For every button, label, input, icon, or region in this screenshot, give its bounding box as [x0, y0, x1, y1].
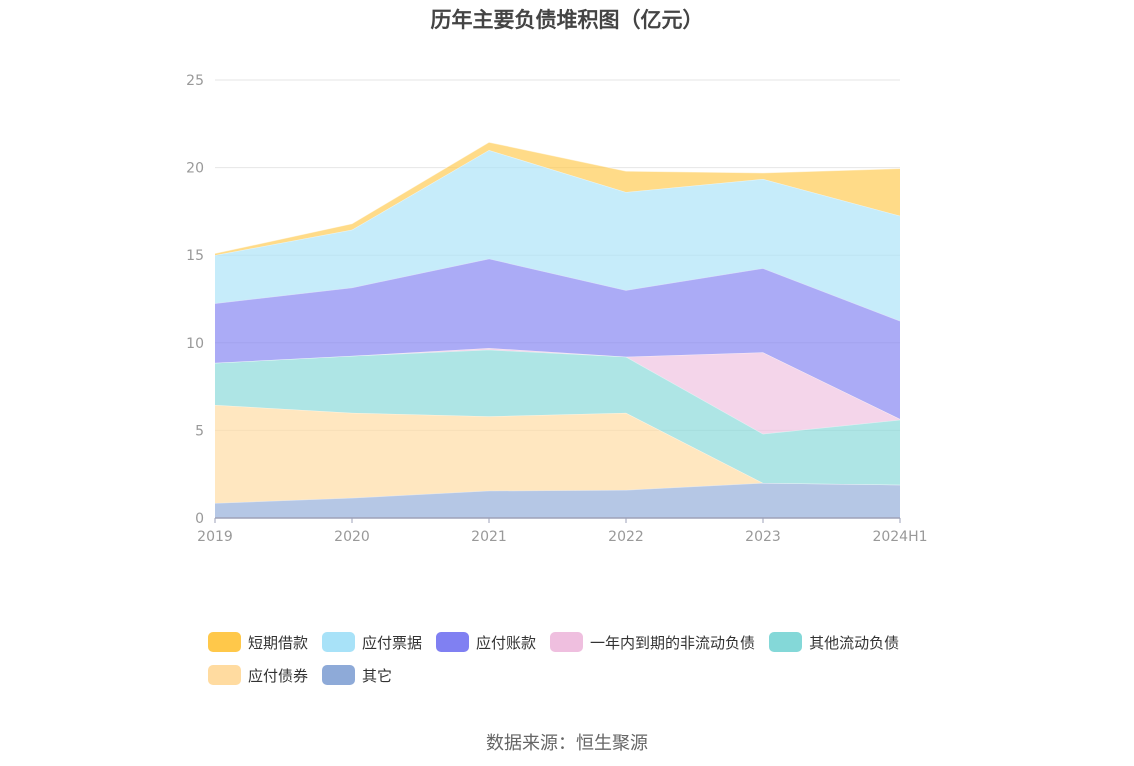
legend: 短期借款 应付票据 应付账款 一年内到期的非流动负债 其他流动负债应付债券 其它 [208, 631, 968, 697]
legend-item[interactable]: 应付债券 [208, 664, 308, 686]
legend-label: 应付票据 [362, 633, 423, 652]
legend-label: 其他流动负债 [809, 633, 900, 652]
area-series-应付票据 [215, 150, 900, 321]
area-series-其它 [215, 483, 900, 518]
legend-label: 短期借款 [248, 633, 309, 652]
legend-item[interactable]: 应付账款 [436, 631, 536, 653]
x-tick-label: 2024H1 [872, 529, 927, 545]
legend-label: 应付债券 [248, 666, 309, 685]
x-tick-label: 2022 [608, 529, 644, 545]
y-tick-label: 10 [186, 336, 204, 352]
legend-label: 应付账款 [476, 633, 537, 652]
y-tick-label: 15 [186, 248, 204, 264]
legend-swatch [769, 632, 803, 652]
legend-swatch [208, 632, 241, 652]
area-edge-一年内到期的非流动负债 [214, 347, 901, 420]
x-tick-label: 2023 [745, 529, 781, 545]
area-series-短期借款 [215, 142, 900, 256]
y-tick-label: 20 [186, 161, 204, 177]
y-tick-label: 5 [195, 423, 204, 439]
legend-label: 其它 [362, 666, 393, 685]
area-series-应付账款 [215, 258, 900, 419]
area-series [214, 141, 901, 518]
legend-item[interactable]: 一年内到期的非流动负债 [550, 631, 755, 653]
legend-swatch [550, 632, 584, 652]
legend-swatch [208, 665, 241, 685]
legend-swatch [436, 632, 470, 652]
y-tick-label: 0 [195, 511, 204, 527]
legend-item[interactable]: 其它 [322, 664, 392, 686]
chart-title: 历年主要负债堆积图（亿元） [430, 8, 704, 32]
legend-item[interactable]: 其他流动负债 [769, 631, 899, 653]
legend-label: 一年内到期的非流动负债 [590, 633, 756, 652]
axes: 0 5 10 15 20 25 2019 2020 2021 2022 2023 2024H1 [186, 73, 927, 545]
stacked-area-chart: 0 5 10 15 20 25 2019 2020 2021 2022 2023 2024H1 [186, 73, 927, 545]
area-series-应付债券 [215, 405, 900, 504]
data-source-note: 数据来源：恒生聚源 [486, 733, 648, 754]
legend-item[interactable]: 短期借款 [208, 631, 308, 653]
legend-swatch [322, 665, 356, 685]
y-tick-label: 25 [186, 73, 204, 89]
legend-item[interactable]: 应付票据 [322, 631, 422, 653]
x-tick-label: 2019 [197, 529, 233, 545]
area-edge-短期借款 [214, 141, 901, 254]
area-series-其他流动负债 [215, 349, 900, 485]
x-tick-label: 2020 [334, 529, 370, 545]
legend-swatch [322, 632, 356, 652]
area-series-一年内到期的非流动负债 [215, 348, 900, 434]
x-tick-label: 2021 [471, 529, 507, 545]
